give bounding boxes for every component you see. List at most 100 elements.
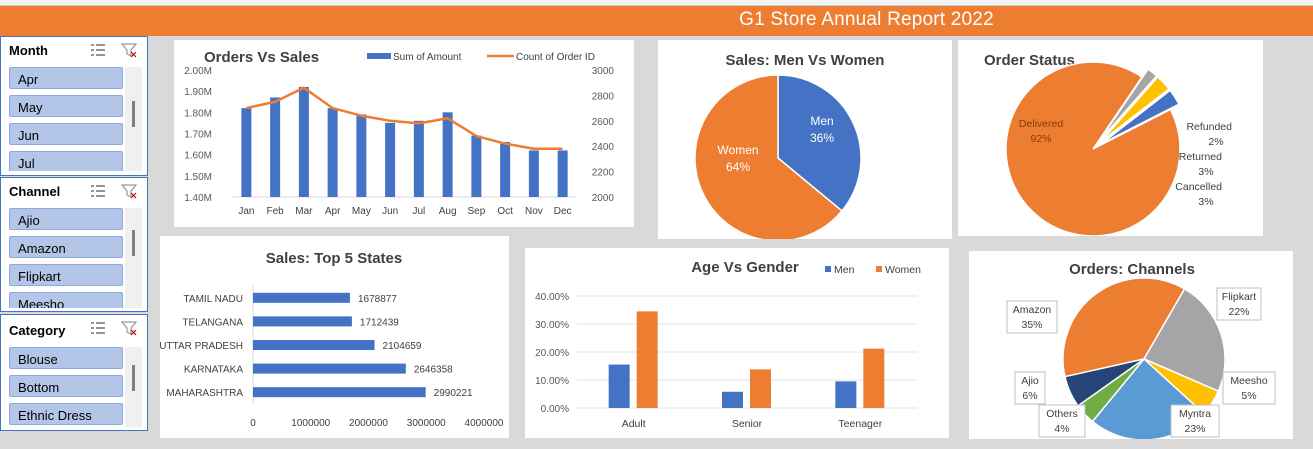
x-tick-label-oct: Oct (497, 206, 513, 217)
top-states-panel: Sales: Top 5 States TAMIL NADU 1678877 TELA… (159, 236, 509, 438)
slicer-item-jul[interactable]: Jul (9, 151, 123, 171)
category-slicer-scrollbar[interactable] (125, 347, 142, 427)
report-title: G1 Store Annual Report 2022 (739, 9, 994, 30)
bar-sum-of-amount-jan (241, 108, 252, 197)
legend-swatch-men (825, 266, 831, 272)
pie-slice-men (777, 74, 862, 212)
month-slicer-title: Month (9, 43, 48, 58)
slicer-item-bottom[interactable]: Bottom (9, 375, 123, 397)
data-label-uttar-pradesh: 2104659 (383, 341, 422, 352)
legend-label-men: Men (834, 264, 855, 276)
slice-value-others: 4% (1054, 423, 1069, 435)
bar-telangana (253, 316, 352, 327)
slicer-item-jun[interactable]: Jun (9, 123, 123, 145)
category-label-karnataka: KARNATAKA (184, 365, 243, 376)
slice-value-delivered: 92% (1030, 133, 1051, 145)
age-vs-gender-panel: Age Vs Gender Men Women 0.00% 10.00% 20.00% 30… (525, 248, 949, 438)
top-states-chart[interactable]: Sales: Top 5 States TAMIL NADU 1678877 TELA… (159, 236, 509, 438)
slice-value-amazon: 35% (1021, 319, 1042, 331)
category-slicer[interactable]: Category Blouse Bottom Ethnic Dress (0, 314, 148, 431)
age-vs-gender-chart[interactable]: Age Vs Gender Men Women 0.00% 10.00% 20.00% 30… (525, 248, 949, 438)
bar-sum-of-amount-apr (327, 108, 338, 197)
order-status-chart[interactable]: Order Status Delivered 92% Refunded 2% Return… (958, 40, 1263, 237)
x-tick-label-jul: Jul (412, 206, 425, 217)
pie-slice-flipkart (1142, 287, 1226, 393)
slice-label-men: Men (810, 114, 833, 128)
channel-slicer-scrollbar[interactable] (125, 208, 142, 308)
bar-sum-of-amount-sep (471, 135, 482, 197)
y-tick-label: 2.00M (184, 66, 212, 77)
bar-sum-of-amount-feb (270, 97, 281, 197)
orders-channels-chart[interactable]: Orders: Channels Amazon 35% Flipkart 22% Mees… (969, 251, 1293, 441)
scrollbar-thumb[interactable] (132, 230, 135, 256)
slicer-item-ajio[interactable]: Ajio (9, 208, 123, 230)
sales-men-vs-women-chart[interactable]: Sales: Men Vs Women Men 36% Women 64% (658, 40, 952, 242)
y2-tick-label: 2200 (592, 168, 615, 179)
slicer-item-flipkart[interactable]: Flipkart (9, 264, 123, 286)
category-label-telangana: TELANGANA (182, 317, 243, 328)
slicer-item-apr[interactable]: Apr (9, 67, 123, 89)
clear-filter-icon[interactable] (121, 183, 137, 199)
x-tick-label-jan: Jan (238, 206, 254, 217)
chart-title: Age Vs Gender (691, 259, 799, 276)
orders-vs-sales-chart[interactable]: Orders Vs Sales Sum of Amount Count of Ord… (174, 40, 634, 227)
y-tick-label: 1.90M (184, 87, 212, 98)
x-tick-label-senior: Senior (732, 418, 763, 430)
x-tick-label-adult: Adult (622, 418, 646, 430)
slice-label-returned: Returned (1179, 151, 1222, 163)
month-slicer-scrollbar[interactable] (125, 67, 142, 171)
bar-men-adult (608, 364, 630, 408)
slicer-item-blouse[interactable]: Blouse (9, 347, 123, 369)
multi-select-icon[interactable] (90, 42, 106, 58)
slice-label-others: Others (1046, 408, 1078, 420)
x-tick-label-jun: Jun (382, 206, 398, 217)
bar-karnataka (253, 363, 406, 374)
bar-women-teenager (863, 348, 885, 408)
clear-filter-icon[interactable] (121, 320, 137, 336)
bar-men-teenager (835, 381, 857, 408)
data-label-tamil-nadu: 1678877 (358, 294, 397, 305)
chart-title: Order Status (984, 52, 1075, 69)
slicer-item-amazon[interactable]: Amazon (9, 236, 123, 258)
slice-label-meesho: Meesho (1230, 375, 1268, 387)
scrollbar-thumb[interactable] (132, 365, 135, 391)
slicer-item-meesho[interactable]: Meesho (9, 292, 123, 308)
multi-select-icon[interactable] (90, 183, 106, 199)
x-tick-label-apr: Apr (325, 206, 341, 217)
bar-sum-of-amount-jun (385, 122, 396, 197)
multi-select-icon[interactable] (90, 320, 106, 336)
y2-tick-label: 2000 (592, 193, 615, 204)
x-tick-label-may: May (352, 206, 371, 217)
chart-title: Orders: Channels (1069, 261, 1195, 278)
channel-slicer[interactable]: Channel Ajio Amazon Flipkart Meesho (0, 177, 148, 312)
bar-sum-of-amount-may (356, 114, 367, 197)
channel-slicer-items: Ajio Amazon Flipkart Meesho (9, 208, 123, 308)
bar-men-senior (722, 391, 743, 408)
bar-sum-of-amount-jul (413, 120, 424, 197)
channel-slicer-title: Channel (9, 184, 61, 199)
month-slicer-items: Apr May Jun Jul (9, 67, 123, 171)
data-label-maharashtra: 2990221 (434, 388, 473, 399)
callout-box-others (1038, 404, 1086, 438)
x-tick-label-aug: Aug (439, 206, 457, 217)
bar-uttar-pradesh (253, 340, 375, 350)
clear-filter-icon[interactable] (121, 42, 137, 58)
y-tick-label: 1.70M (184, 130, 212, 141)
scrollbar-thumb[interactable] (132, 101, 135, 127)
line-count-of-order-id (246, 86, 563, 150)
pie-slice-delivered (1005, 61, 1181, 237)
callout-box-myntra (1170, 404, 1220, 438)
y-tick-label: 1.60M (184, 151, 212, 162)
slice-value-flipkart: 22% (1228, 306, 1249, 318)
slice-value-women: 64% (726, 160, 750, 174)
month-slicer[interactable]: Month Apr May Jun Jul (0, 36, 148, 176)
slicer-item-may[interactable]: May (9, 95, 123, 117)
callout-box-amazon (1006, 300, 1058, 334)
slice-value-returned: 3% (1198, 166, 1213, 178)
x-tick-label-sep: Sep (467, 206, 485, 217)
y-tick-label: 20.00% (535, 348, 569, 359)
x-tick-label: 0 (250, 418, 256, 429)
chart-title: Sales: Men Vs Women (726, 52, 885, 69)
slicer-item-ethnic-dress[interactable]: Ethnic Dress (9, 403, 123, 425)
orders-vs-sales-panel: Orders Vs Sales Sum of Amount Count of Ord… (174, 40, 634, 227)
